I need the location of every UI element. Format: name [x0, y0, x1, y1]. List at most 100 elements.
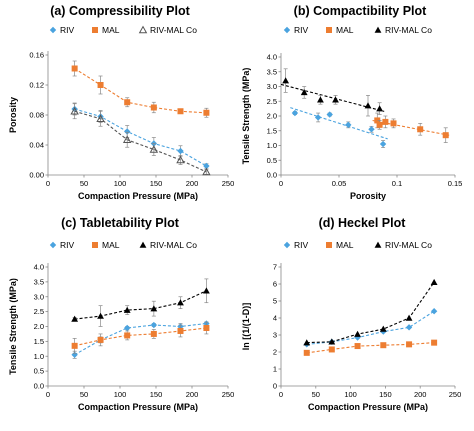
legend-label-2: MAL [102, 25, 120, 35]
legend-marker-2 [92, 242, 98, 248]
chart-title: (d) Heckel Plot [319, 216, 407, 230]
data-point [303, 339, 311, 346]
trend-line [306, 281, 435, 344]
y-axis-label: Tensile Strength (MPa) [241, 68, 251, 165]
trend-line [74, 290, 207, 320]
data-point [314, 114, 322, 121]
x-tick-label: 50 [80, 390, 88, 399]
y-tick-label: 2.5 [34, 307, 44, 316]
data-point [97, 82, 104, 88]
legend-marker-3 [139, 241, 147, 248]
data-point [97, 312, 104, 319]
data-point [202, 167, 211, 176]
data-point [328, 346, 335, 353]
x-tick-label: 150 [379, 390, 392, 399]
data-point [390, 120, 397, 127]
x-tick-label: 0 [46, 390, 50, 399]
y-tick-label: 0.0 [34, 382, 44, 391]
chart-panel-3: (c) Tabletability Plot RIV MAL RIV-MAL Co 0 5… [8, 216, 234, 412]
trend-line [290, 107, 388, 140]
data-point [379, 140, 387, 148]
data-point [303, 349, 310, 356]
legend-label-3: RIV-MAL Co [150, 25, 197, 35]
y-tick-label: 1 [273, 365, 277, 374]
data-point [124, 332, 131, 339]
chart-title: (c) Tabletability Plot [61, 216, 180, 230]
x-tick-label: 50 [80, 179, 88, 188]
data-point [431, 339, 438, 346]
series-1 [290, 107, 388, 148]
x-axis-label: Compaction Pressure (MPa) [308, 402, 428, 412]
y-tick-label: 0.5 [267, 156, 277, 165]
y-tick-label: 0.04 [29, 141, 44, 150]
data-point [374, 117, 381, 124]
data-point [150, 321, 158, 329]
y-tick-label: 6 [273, 280, 277, 289]
series-1 [71, 320, 210, 359]
legend-marker-3 [138, 25, 148, 34]
x-tick-label: 200 [186, 179, 199, 188]
data-point [282, 77, 290, 84]
y-tick-label: 0.0 [267, 171, 277, 180]
data-point [368, 126, 375, 133]
x-tick-label: 0 [46, 179, 50, 188]
data-point [328, 338, 336, 345]
y-axis-label: Porosity [8, 97, 18, 133]
y-tick-label: 5 [273, 297, 277, 306]
y-tick-label: 2.0 [34, 322, 44, 331]
x-tick-label: 250 [222, 390, 235, 399]
legend-label-1: RIV [60, 240, 75, 250]
series-2 [71, 321, 210, 354]
series-3 [71, 278, 210, 327]
legend-marker-1 [283, 26, 291, 34]
data-point [150, 330, 157, 337]
series-2 [303, 339, 438, 356]
legend-label-3: RIV-MAL Co [150, 240, 197, 250]
data-point [71, 65, 78, 72]
x-tick-label: 100 [114, 390, 127, 399]
data-point [332, 96, 339, 103]
series-3 [70, 103, 211, 176]
legend-label-1: RIV [60, 25, 75, 35]
legend-marker-3 [374, 26, 382, 33]
trend-line [74, 68, 207, 114]
series-3 [303, 278, 438, 346]
data-point [376, 105, 383, 112]
data-point [203, 109, 210, 116]
y-tick-label: 3 [273, 331, 277, 340]
data-point [124, 99, 131, 106]
data-point [203, 287, 210, 294]
data-point [379, 325, 387, 332]
data-point [149, 145, 159, 153]
y-tick-label: 3.0 [34, 292, 44, 301]
x-tick-label: 250 [449, 390, 462, 399]
data-point [177, 327, 184, 334]
data-point [417, 126, 424, 133]
x-tick-label: 50 [312, 390, 320, 399]
y-tick-label: 7 [273, 263, 277, 272]
x-tick-label: 0 [279, 390, 283, 399]
y-tick-label: 0.16 [29, 51, 44, 60]
y-tick-label: 3.5 [34, 277, 44, 286]
y-tick-label: 2.0 [267, 112, 277, 121]
x-tick-label: 0 [279, 179, 283, 188]
x-tick-label: 0.15 [448, 179, 463, 188]
y-tick-label: 1.0 [267, 141, 277, 150]
chart-panel-2: (b) Compactibility Plot RIV MAL RIV-MAL Co 0… [241, 4, 462, 201]
legend-marker-2 [92, 27, 98, 33]
data-point [326, 111, 333, 118]
trend-line [306, 342, 435, 354]
x-tick-label: 200 [186, 390, 199, 399]
legend-marker-1 [283, 241, 291, 249]
y-axis-label: ln [(1/(1-D)] [241, 303, 251, 351]
trend-line [74, 322, 207, 356]
legend-marker-2 [326, 27, 332, 33]
data-point [70, 106, 79, 115]
y-tick-label: 3.0 [267, 82, 277, 91]
legend-label-2: MAL [336, 25, 354, 35]
data-point [203, 324, 210, 331]
x-axis-label: Compaction Pressure (MPa) [78, 191, 198, 201]
legend-label-3: RIV-MAL Co [385, 25, 432, 35]
data-point [150, 104, 157, 111]
